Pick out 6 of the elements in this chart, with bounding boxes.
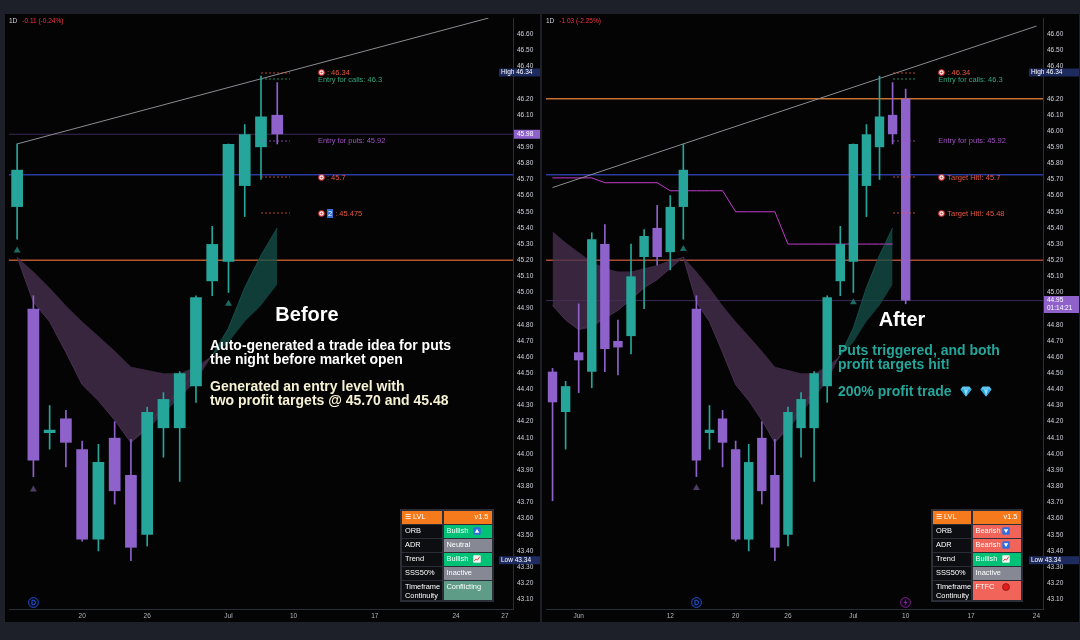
annotation: Before <box>275 303 339 325</box>
annotation: Auto-generated a trade idea for puts the night before market open <box>210 337 452 367</box>
annotation: After <box>878 308 926 330</box>
annotation: Generated an entry level with two profit targets @ 45.70 and 45.48 <box>210 378 449 408</box>
annotation: Puts triggered, and both profit targets hit! <box>838 342 1000 372</box>
annotation: 200% profit trade <box>838 383 952 399</box>
